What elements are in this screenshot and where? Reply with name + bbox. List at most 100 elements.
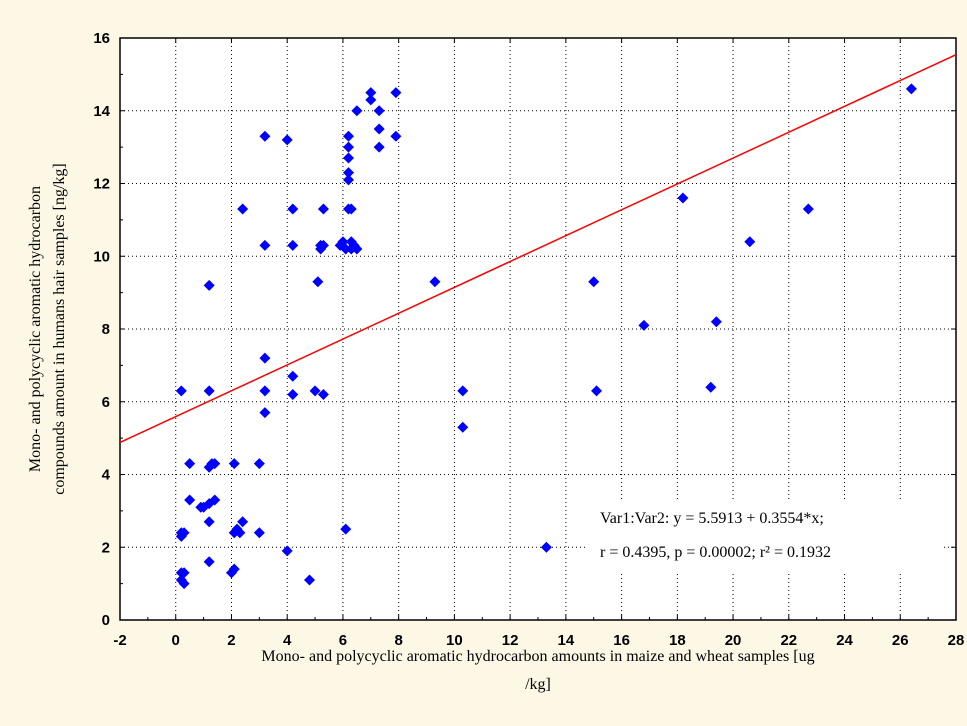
data-point (390, 87, 402, 99)
x-tick-labels: -2 0 2 4 6 8 10 12 14 16 18 20 22 24 26 28 (113, 632, 964, 649)
data-point (281, 545, 293, 557)
data-point (317, 388, 329, 400)
data-point (259, 239, 271, 251)
data-point (184, 494, 196, 506)
data-point (175, 385, 187, 397)
x-tick-label: 0 (172, 632, 180, 649)
data-point (351, 105, 363, 117)
x-axis-title-line-1: Mono- and polycyclic aromatic hydrocarbo… (261, 648, 814, 665)
data-point (802, 203, 814, 215)
data-point (209, 494, 221, 506)
y-axis-title-line-1: Mono- and polycyclic aromatic hydrocarbo… (27, 186, 44, 472)
y-tick-label: 6 (102, 394, 110, 411)
data-point (317, 239, 329, 251)
data-point (373, 123, 385, 135)
data-point (317, 203, 329, 215)
data-point (259, 130, 271, 142)
x-tick-label: 14 (558, 632, 575, 649)
data-point (234, 527, 246, 539)
data-point (373, 105, 385, 117)
regression-line (119, 53, 957, 444)
y-tick-labels: 0 2 4 6 8 10 12 14 16 (93, 30, 110, 629)
data-point (365, 87, 377, 99)
y-tick-label: 4 (102, 467, 111, 484)
data-point (287, 388, 299, 400)
data-point (638, 319, 650, 331)
data-point (203, 385, 215, 397)
data-point (303, 574, 315, 586)
data-point (343, 152, 355, 164)
data-point (390, 130, 402, 142)
data-point (744, 236, 756, 248)
data-point (209, 458, 221, 470)
data-point (253, 458, 265, 470)
data-point (312, 276, 324, 288)
y-tick-label: 0 (102, 612, 110, 629)
y-tick-label: 14 (93, 103, 110, 120)
data-point (710, 316, 722, 328)
regression-line-group (119, 53, 957, 444)
data-point (203, 279, 215, 291)
x-tick-label: 26 (892, 632, 909, 649)
x-axis-title-line-2: /kg] (525, 676, 551, 693)
data-point (591, 385, 603, 397)
y-tick-label: 8 (102, 321, 110, 338)
data-point (540, 541, 552, 553)
data-point (588, 276, 600, 288)
x-tick-label: 28 (948, 632, 965, 649)
x-tick-label: 18 (669, 632, 686, 649)
y-tick-label: 12 (93, 176, 110, 193)
data-point (373, 141, 385, 153)
x-tick-label: 10 (446, 632, 463, 649)
data-point (429, 276, 441, 288)
annotation-line-1: Var1:Var2: y = 5.5913 + 0.3554*x; (600, 510, 824, 527)
data-point (259, 352, 271, 364)
data-point (287, 203, 299, 215)
data-point (457, 385, 469, 397)
x-tick-label: 16 (613, 632, 630, 649)
data-point (309, 385, 321, 397)
data-point (340, 523, 352, 535)
data-point (178, 527, 190, 539)
data-point (343, 141, 355, 153)
data-point (203, 556, 215, 568)
data-point (343, 130, 355, 142)
x-tick-label: 2 (227, 632, 235, 649)
data-point (343, 174, 355, 186)
data-point (184, 458, 196, 470)
x-tick-label: 22 (780, 632, 797, 649)
y-axis-title-line-2: compounds amount in humans hair samples … (51, 163, 68, 495)
annotation-box (588, 500, 944, 574)
data-point (237, 516, 249, 528)
data-point (178, 578, 190, 590)
data-point (677, 192, 689, 204)
data-point (457, 421, 469, 433)
axis-ticks (119, 37, 957, 621)
data-point (351, 243, 363, 255)
x-tick-label: 20 (725, 632, 742, 649)
data-point (340, 243, 352, 255)
y-tick-label: 16 (93, 30, 110, 47)
x-tick-label: 12 (502, 632, 519, 649)
data-points (175, 83, 917, 590)
data-point (365, 94, 377, 106)
data-point (228, 458, 240, 470)
data-point (345, 203, 357, 215)
data-point (259, 385, 271, 397)
x-tick-label: 4 (283, 632, 292, 649)
data-point (287, 239, 299, 251)
annotation-line-2: r = 0.4395, p = 0.00002; r² = 0.1932 (600, 544, 831, 561)
y-tick-label: 2 (102, 539, 110, 556)
data-point (905, 83, 917, 95)
data-point (253, 527, 265, 539)
data-point (705, 381, 717, 393)
data-point (259, 407, 271, 419)
x-tick-label: 6 (339, 632, 347, 649)
data-point (237, 203, 249, 215)
y-tick-label: 10 (93, 248, 110, 265)
data-point (287, 370, 299, 382)
data-point (343, 167, 355, 179)
x-tick-label: 8 (394, 632, 402, 649)
